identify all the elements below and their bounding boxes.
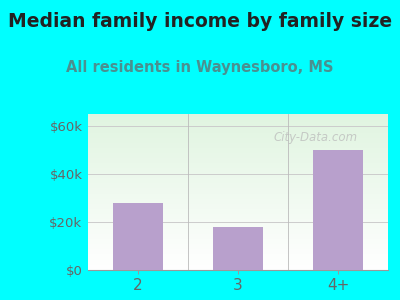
Bar bbox=[113, 203, 163, 270]
Text: City-Data.com: City-Data.com bbox=[274, 131, 358, 144]
Text: All residents in Waynesboro, MS: All residents in Waynesboro, MS bbox=[66, 60, 334, 75]
Bar bbox=[213, 227, 263, 270]
Bar bbox=[313, 150, 363, 270]
Text: Median family income by family size: Median family income by family size bbox=[8, 12, 392, 31]
